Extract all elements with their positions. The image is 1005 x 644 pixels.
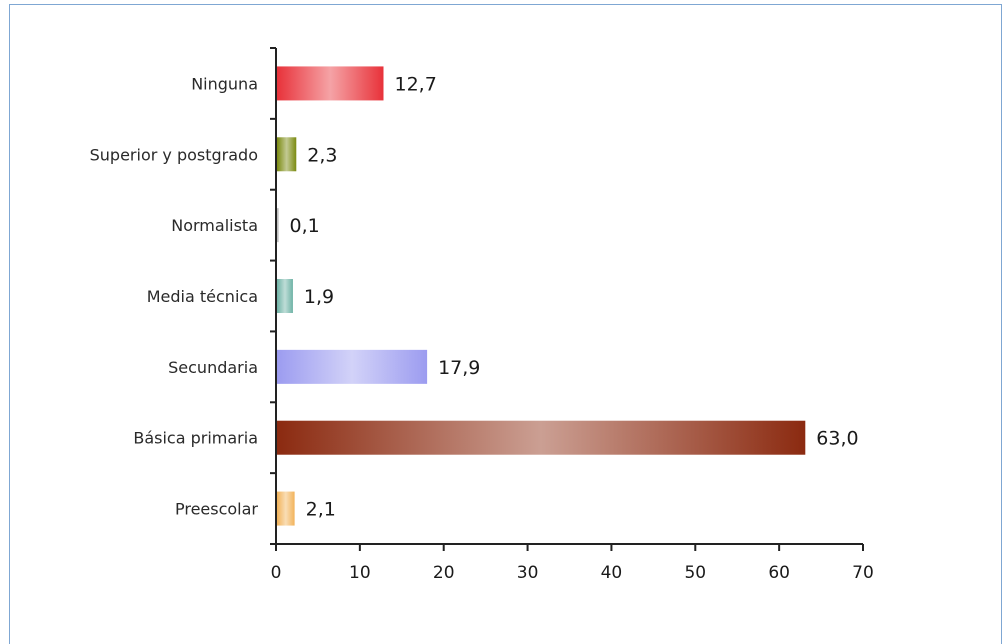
value-label: 17,9	[438, 357, 480, 379]
bars-layer	[277, 66, 806, 526]
value-label: 0,1	[290, 215, 320, 237]
chart-frame	[9, 4, 1002, 644]
bar-superior-y-postgrado	[277, 137, 297, 172]
category-label: Ninguna	[191, 74, 258, 93]
category-label: Secundaria	[168, 358, 258, 377]
value-label: 2,3	[307, 144, 337, 166]
bar-preescolar	[277, 491, 295, 526]
category-label: Media técnica	[147, 287, 258, 306]
x-tick-label: 0	[271, 563, 282, 583]
bar-media-técnica	[277, 279, 293, 313]
x-tick-label: 40	[601, 563, 623, 583]
bar-normalista	[277, 208, 279, 243]
value-label: 12,7	[394, 73, 436, 95]
value-label: 63,0	[816, 428, 858, 450]
bar-básica-primaria	[277, 420, 806, 455]
x-tick-label: 30	[517, 563, 539, 583]
category-label: Normalista	[171, 216, 258, 235]
category-label: Básica primaria	[133, 429, 258, 448]
x-tick-label: 60	[768, 563, 790, 583]
axis-layer: 0 10 20 30 40 50 60 70	[270, 47, 874, 583]
x-tick-label: 10	[349, 563, 371, 583]
value-label: 2,1	[306, 499, 336, 521]
x-tick-label: 20	[433, 563, 455, 583]
category-label: Superior y postgrado	[90, 145, 258, 164]
bar-secundaria	[277, 349, 428, 384]
bar-chart: Ninguna 12,7 Superior y postgrado 2,3 Normal…	[90, 47, 874, 583]
labels-layer: Ninguna 12,7 Superior y postgrado 2,3 Normal…	[90, 73, 859, 520]
value-label: 1,9	[304, 286, 334, 308]
x-tick-label: 50	[684, 563, 706, 583]
category-label: Preescolar	[175, 500, 258, 519]
bar-ninguna	[277, 66, 384, 101]
x-tick-label: 70	[852, 563, 874, 583]
